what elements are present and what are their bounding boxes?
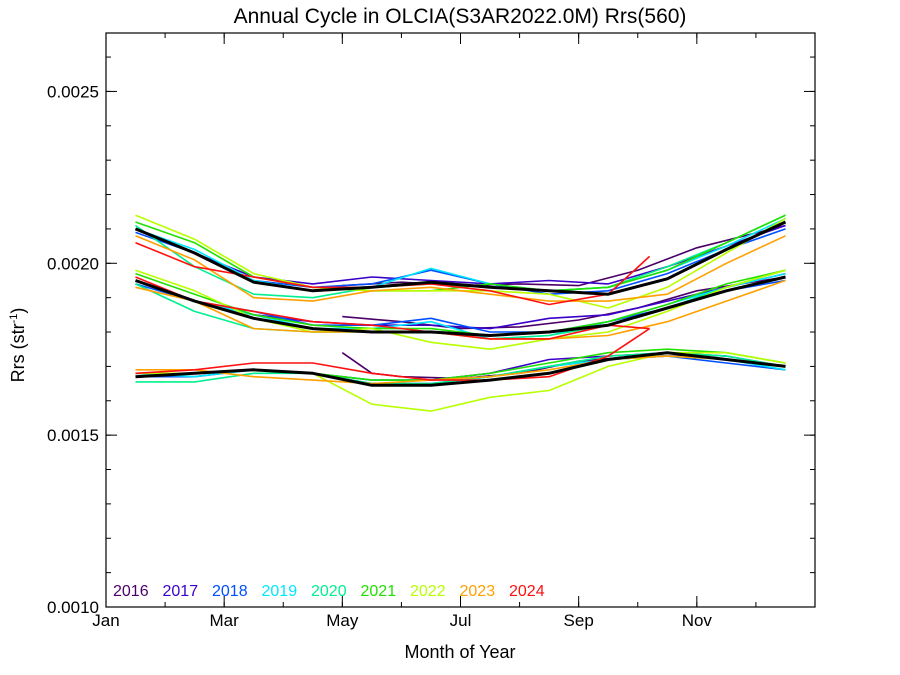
series-line-2024-middle (135, 276, 650, 340)
x-tick-label: Sep (564, 611, 594, 630)
legend-entry-2020: 2020 (311, 583, 347, 600)
y-axis-label-superscript: -1 (8, 314, 20, 324)
mean-line-lower (135, 351, 786, 387)
y-tick-label: 0.0015 (47, 426, 99, 445)
legend-entry-2021: 2021 (361, 583, 397, 600)
plot-frame (105, 32, 816, 608)
x-axis-label: Month of Year (404, 642, 515, 662)
mean-line-upper (134, 220, 787, 296)
y-axis-label-main: Rrs (str (8, 323, 28, 382)
legend-entry-2016: 2016 (113, 583, 149, 600)
legend-entry-2023: 2023 (460, 583, 496, 600)
chart-title: Annual Cycle in OLCIA(S3AR2022.0M) Rrs(5… (234, 5, 687, 28)
series-line-2016-lower (341, 352, 786, 380)
x-tick-label: Jul (450, 611, 472, 630)
legend-entry-2024: 2024 (509, 583, 545, 600)
legend-entry-2022: 2022 (410, 583, 446, 600)
series-line-2021-upper (135, 214, 786, 292)
series-line-2016-upper (342, 224, 786, 287)
y-axis-label: Rrs (str-1) (8, 308, 28, 383)
series-line-2018-middle (135, 279, 786, 333)
mean-line-middle (135, 275, 786, 337)
legend-entry-2019: 2019 (262, 583, 298, 600)
series-line-2021-middle (135, 269, 786, 337)
series-line-2022-middle (135, 269, 786, 350)
axis-ticks (105, 33, 816, 608)
series-line-2019-upper (135, 217, 786, 292)
y-axis-label-text: Rrs (str-1) (8, 308, 28, 383)
x-tick-label: Jan (92, 611, 119, 630)
legend-entry-2018: 2018 (212, 583, 248, 600)
y-tick-label: 0.0010 (47, 598, 99, 617)
series-line-2016-middle (342, 276, 786, 330)
legend: 2016 2017 2018 2019 2020 2021 2022 2023 2024 (113, 583, 545, 600)
y-axis-label-close: ) (8, 308, 28, 314)
x-tick-label: Mar (210, 611, 240, 630)
mean-series-layer (134, 220, 787, 387)
y-tick-label: 0.0020 (47, 254, 99, 273)
x-tick-label: Nov (682, 611, 713, 630)
axis-tick-labels: Jan Mar May Jul Sep Nov 0.0010 0.0015 0.0020 0.00… (47, 82, 712, 630)
series-line-2024-upper (135, 241, 651, 306)
y-tick-label: 0.0025 (47, 82, 99, 101)
x-tick-label: May (326, 611, 359, 630)
legend-entry-2017: 2017 (163, 583, 199, 600)
series-line-2023-upper (135, 235, 786, 302)
series-line-2023-lower (135, 355, 786, 385)
